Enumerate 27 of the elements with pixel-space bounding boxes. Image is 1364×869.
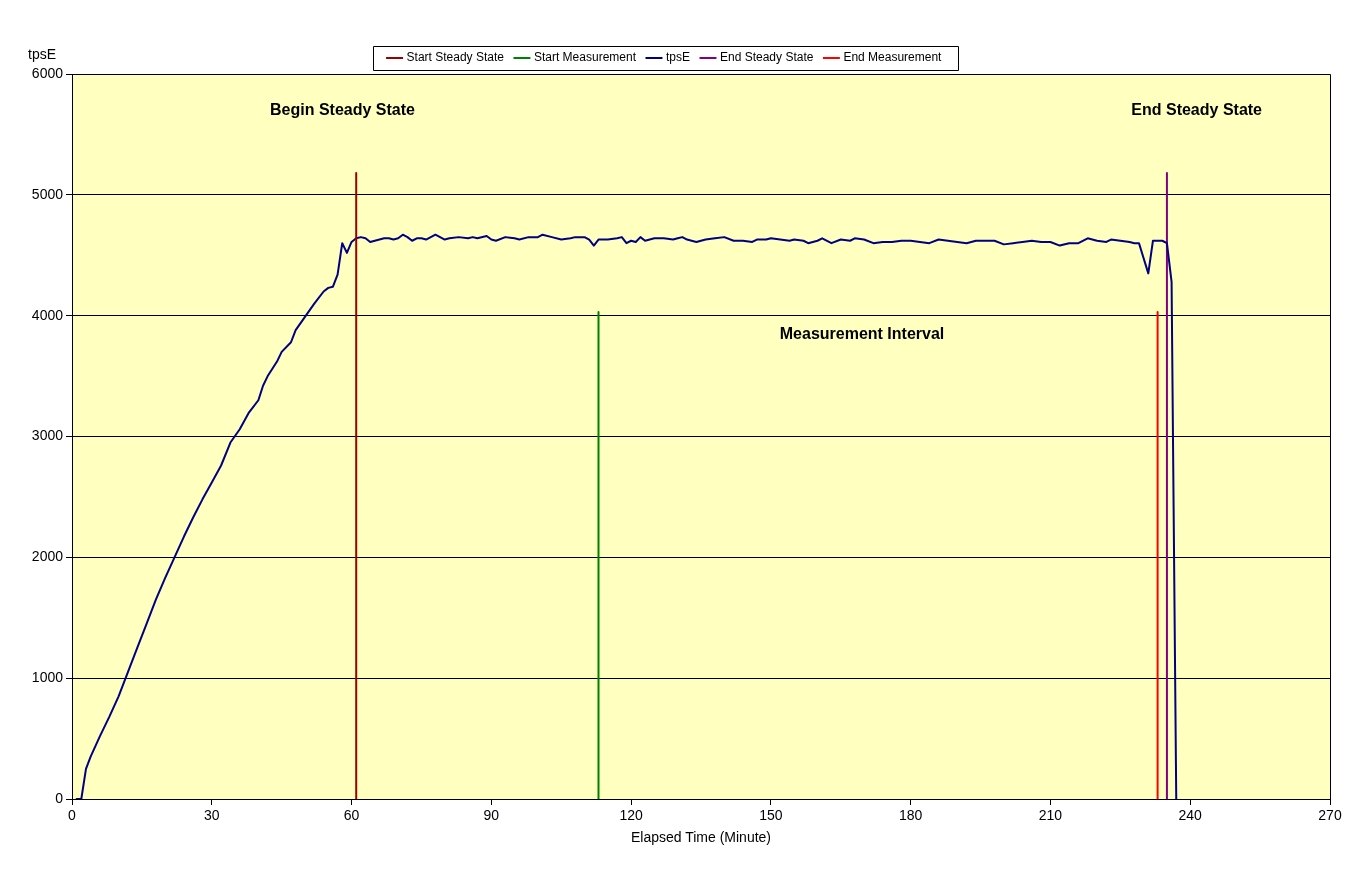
annotation: End Steady State [1131, 100, 1263, 118]
x-tick-label: 150 [759, 807, 783, 824]
y-tick-label: 2000 [31, 548, 64, 565]
x-tick-label: 180 [898, 807, 923, 824]
y-tick-label: 5000 [31, 185, 64, 202]
legend-label: End Measurement [843, 50, 943, 65]
legend-label: End Steady State [720, 50, 814, 65]
y-tick-label: 3000 [31, 427, 64, 444]
legend-label: Start Measurement [533, 50, 637, 65]
x-tick-label: 90 [483, 807, 500, 824]
x-tick-label: 0 [68, 807, 77, 824]
x-tick-label: 60 [343, 807, 360, 824]
y-tick-label: 6000 [31, 64, 64, 81]
annotation: Measurement Interval [779, 325, 945, 343]
legend-label: Start Steady State [406, 50, 505, 65]
x-tick-label: 240 [1178, 807, 1203, 824]
legend-label: tpsE [665, 50, 690, 65]
x-tick-label: 270 [1318, 807, 1342, 824]
annotation: Begin Steady State [270, 100, 416, 118]
y-axis-title: tpsE [27, 45, 57, 62]
y-tick-label: 4000 [31, 306, 64, 323]
y-tick-label: 0 [55, 789, 64, 806]
x-tick-label: 210 [1038, 807, 1063, 824]
x-tick-label: 120 [619, 807, 643, 824]
x-tick-label: 30 [203, 807, 220, 824]
y-tick-label: 1000 [31, 669, 64, 686]
x-axis-title: Elapsed Time (Minute) [630, 829, 772, 846]
